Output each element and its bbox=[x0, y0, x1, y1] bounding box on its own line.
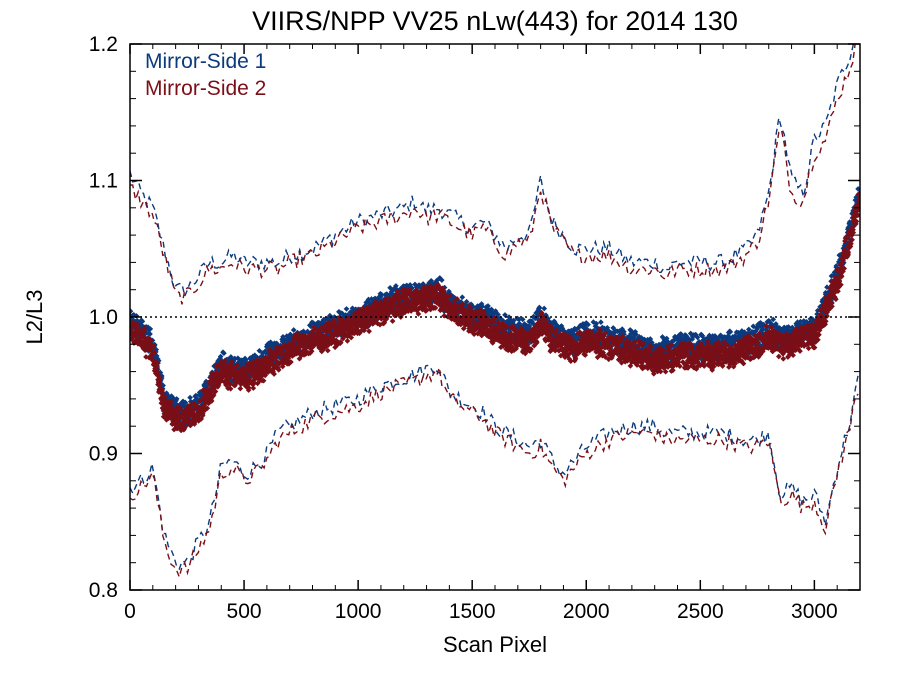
data-point bbox=[139, 318, 146, 325]
data-point bbox=[694, 334, 701, 341]
data-point bbox=[459, 294, 466, 301]
data-point bbox=[147, 326, 154, 332]
series-1-lower-bound bbox=[130, 362, 859, 571]
data-point bbox=[536, 304, 543, 311]
data-point bbox=[621, 328, 627, 335]
data-point bbox=[147, 331, 153, 337]
data-point bbox=[217, 353, 224, 360]
data-point bbox=[492, 308, 499, 314]
data-point bbox=[593, 320, 600, 327]
chart-title: VIIRS/NPP VV25 nLw(443) for 2014 130 bbox=[252, 6, 738, 36]
data-point bbox=[541, 305, 548, 312]
series-2-lower-bound bbox=[130, 367, 859, 580]
data-point bbox=[519, 316, 526, 323]
data-point bbox=[510, 317, 517, 324]
data-point bbox=[495, 311, 501, 318]
data-point bbox=[221, 350, 227, 357]
data-point bbox=[237, 385, 244, 392]
data-point bbox=[463, 298, 470, 305]
series-1-points bbox=[130, 186, 860, 429]
data-point bbox=[187, 394, 193, 401]
data-point bbox=[290, 327, 297, 333]
data-point bbox=[173, 396, 180, 402]
data-point bbox=[633, 331, 639, 338]
data-point bbox=[526, 323, 533, 329]
data-point bbox=[438, 277, 445, 283]
series-2-upper-bound bbox=[130, 44, 856, 305]
data-point bbox=[598, 319, 604, 326]
data-point bbox=[516, 316, 522, 323]
data-point bbox=[378, 291, 385, 298]
data-point bbox=[389, 318, 396, 324]
data-point bbox=[677, 331, 684, 337]
data-point bbox=[343, 306, 350, 312]
data-point bbox=[585, 321, 591, 328]
data-point bbox=[182, 399, 189, 406]
